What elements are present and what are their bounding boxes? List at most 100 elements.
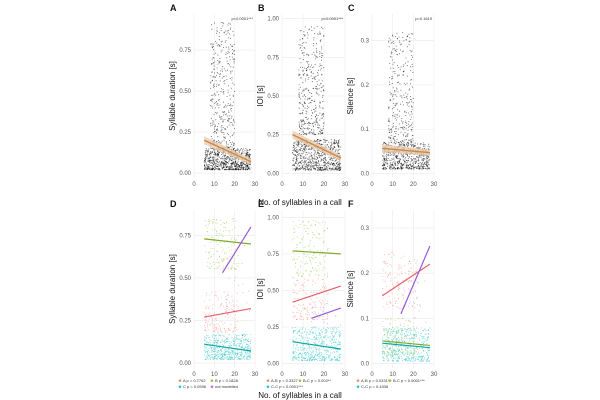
scatter-point [292,168,294,170]
scatter-point [309,330,311,332]
scatter-point [227,63,229,65]
scatter-point [233,303,235,305]
scatter-point [411,56,414,58]
scatter-point [210,43,212,45]
scatter-point [210,87,212,90]
scatter-point [334,339,336,341]
scatter-point [326,358,328,360]
scatter-point [302,348,304,350]
scatter-point [320,140,322,142]
scatter-point [205,150,207,152]
scatter-point [303,94,306,96]
scatter-point [416,156,419,158]
scatter-point [338,330,340,332]
scatter-point [235,268,237,270]
scatter-point [216,341,218,343]
scatter-point [298,275,300,277]
scatter-point [312,164,314,167]
scatter-point [297,359,299,361]
scatter-point [299,149,301,151]
scatter-point [225,310,227,312]
scatter-point [232,133,234,135]
scatter-point [207,324,209,326]
scatter-point [315,75,317,77]
scatter-point [222,249,224,251]
scatter-point [217,297,219,299]
scatter-point [394,70,396,73]
scatter-point [204,321,207,323]
scatter-point [390,53,392,55]
scatter-point [424,162,426,164]
scatter-point [207,168,209,170]
scatter-point [394,117,396,119]
scatter-point [310,347,312,349]
scatter-point [223,266,225,268]
scatter-point [235,164,238,166]
scatter-point [407,133,409,135]
scatter-point [231,309,233,311]
scatter-point [330,343,332,345]
scatter-point [236,335,238,337]
scatter-point [305,262,307,265]
scatter-point [225,114,227,116]
scatter-point [228,48,230,50]
scatter-point [319,355,322,357]
scatter-point [305,313,307,315]
scatter-point [316,83,318,85]
scatter-point [207,321,209,323]
scatter-point [213,337,215,339]
scatter-point [314,152,316,154]
scatter-point [216,111,218,114]
scatter-point [408,123,410,125]
scatter-point [422,145,424,147]
scatter-point [407,263,409,265]
y-tick-label: 0.1 [361,127,370,133]
scatter-point [322,160,325,162]
scatter-point [313,358,315,360]
scatter-point [321,59,323,61]
scatter-point [231,337,233,339]
scatter-point [246,150,248,152]
scatter-point [324,349,326,351]
scatter-point [301,160,303,162]
scatter-point [298,107,300,109]
scatter-point [232,301,234,303]
scatter-point [300,340,302,342]
scatter-point [293,164,296,166]
scatter-point [298,102,300,104]
scatter-point [230,155,232,157]
scatter-point [314,168,317,170]
scatter-point [406,134,408,136]
scatter-point [234,321,236,323]
scatter-point [231,79,233,81]
scatter-point [203,160,205,162]
scatter-point [326,293,328,296]
scatter-point [296,149,298,151]
scatter-point [249,343,251,345]
scatter-point [292,332,294,334]
scatter-point [224,331,226,333]
scatter-point [227,119,229,121]
scatter-point [327,330,329,332]
scatter-point [304,330,306,332]
scatter-point [409,161,411,163]
scatter-point [232,317,234,319]
scatter-point [222,164,224,166]
scatter-point [404,160,406,162]
scatter-point [213,353,216,356]
scatter-point [215,40,217,43]
scatter-point [204,245,206,247]
scatter-point [401,144,403,146]
scatter-point [420,165,422,167]
scatter-point [314,267,316,270]
scatter-point [294,350,296,352]
scatter-point [339,324,342,326]
scatter-point [229,342,231,345]
scatter-point [324,158,326,161]
scatter-point [321,52,323,55]
scatter-point [296,167,298,169]
scatter-point [219,76,221,78]
scatter-point [394,139,396,141]
scatter-point [303,147,305,149]
